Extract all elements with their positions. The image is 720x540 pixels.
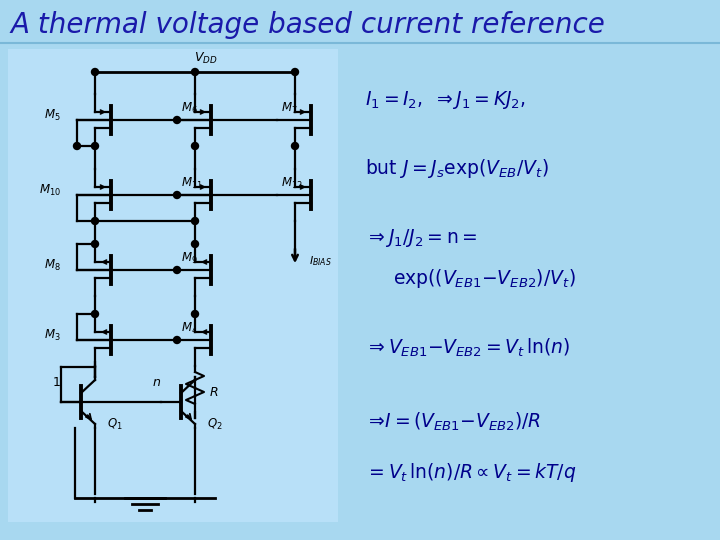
Circle shape: [292, 69, 299, 76]
Text: $n$: $n$: [153, 375, 161, 388]
Circle shape: [192, 143, 199, 150]
Text: $\Rightarrow\! I = (V_{EB1}{-}V_{EB2})/R$: $\Rightarrow\! I = (V_{EB1}{-}V_{EB2})/R…: [365, 411, 541, 433]
Circle shape: [91, 240, 99, 247]
Text: $\mathrm{exp}((V_{EB1}{-}V_{EB2})/V_t)$: $\mathrm{exp}((V_{EB1}{-}V_{EB2})/V_t)$: [393, 267, 576, 289]
Text: $M_7$: $M_7$: [281, 100, 297, 116]
Text: $M_4$: $M_4$: [181, 320, 198, 335]
Text: $M_3$: $M_3$: [45, 327, 61, 342]
Text: $M_{10}$: $M_{10}$: [39, 183, 61, 198]
Text: $M_6$: $M_6$: [181, 100, 198, 116]
Text: $Q_1$: $Q_1$: [107, 416, 122, 431]
Circle shape: [192, 310, 199, 318]
Circle shape: [73, 143, 81, 150]
Bar: [8, 49, 338, 522]
Text: $Q_2$: $Q_2$: [207, 416, 222, 431]
Text: $R$: $R$: [209, 386, 218, 399]
Text: $M_{12}$: $M_{12}$: [281, 176, 303, 191]
Text: $V_{DD}$: $V_{DD}$: [194, 50, 218, 65]
Text: A thermal voltage based current reference: A thermal voltage based current referenc…: [10, 11, 605, 39]
Circle shape: [174, 192, 181, 199]
Text: $M_8$: $M_8$: [44, 258, 61, 273]
Text: $M_5$: $M_5$: [45, 107, 61, 123]
Circle shape: [192, 218, 199, 225]
Circle shape: [192, 240, 199, 247]
Circle shape: [174, 117, 181, 124]
Text: $= V_t\,\mathrm{ln}(n)/R \propto V_t = kT/q$: $= V_t\,\mathrm{ln}(n)/R \propto V_t = k…: [365, 461, 576, 483]
Circle shape: [91, 143, 99, 150]
Text: 1: 1: [53, 375, 61, 388]
Text: $I_1 = I_2,\ \Rightarrow J_1 = KJ_2,$: $I_1 = I_2,\ \Rightarrow J_1 = KJ_2,$: [365, 89, 526, 111]
Text: $M_9$: $M_9$: [181, 251, 198, 266]
Text: $\Rightarrow V_{EB1}{-}V_{EB2} = V_t\,\mathrm{ln}(n)$: $\Rightarrow V_{EB1}{-}V_{EB2} = V_t\,\m…: [365, 337, 570, 359]
Circle shape: [174, 336, 181, 343]
Circle shape: [292, 143, 299, 150]
Circle shape: [91, 310, 99, 318]
Text: $I_{BIAS}$: $I_{BIAS}$: [309, 254, 332, 268]
Text: $\mathrm{but}\ J = J_s\mathrm{exp}(V_{EB}/V_t)$: $\mathrm{but}\ J = J_s\mathrm{exp}(V_{EB…: [365, 157, 549, 179]
Text: $M_{11}$: $M_{11}$: [181, 176, 203, 191]
Text: $\Rightarrow J_1/J_2 = \mathrm{n} =$: $\Rightarrow J_1/J_2 = \mathrm{n} =$: [365, 227, 477, 249]
Circle shape: [174, 267, 181, 273]
Circle shape: [192, 69, 199, 76]
Circle shape: [91, 69, 99, 76]
Circle shape: [91, 218, 99, 225]
